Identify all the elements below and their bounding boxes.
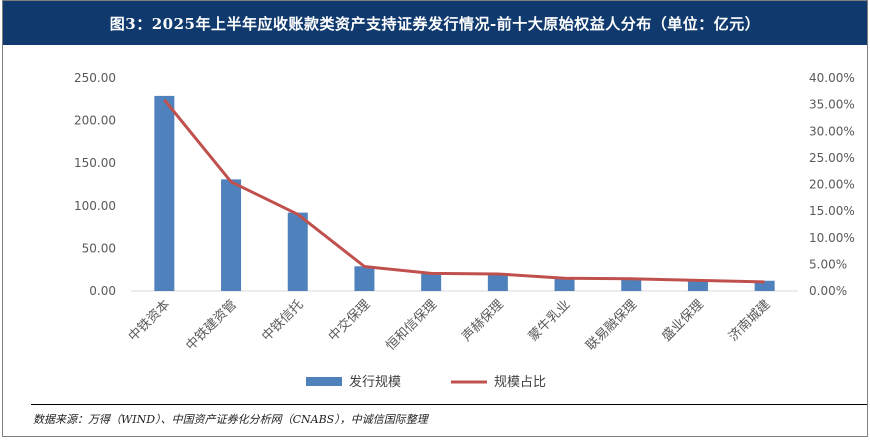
legend-label-bar: 发行规模 xyxy=(349,374,401,390)
y-right-tick-label: 25.00% xyxy=(809,151,855,165)
y-left-tick-label: 0.00 xyxy=(89,284,116,298)
x-tick-label: 中铁资本 xyxy=(126,297,173,344)
bar xyxy=(621,278,642,291)
x-tick-label: 中铁建资管 xyxy=(183,297,240,354)
y-right-tick-label: 40.00% xyxy=(809,71,855,85)
source-note: 数据来源：万得（WIND）、中国资产证券化分析网（CNABS），中诚信国际整理 xyxy=(33,413,428,426)
bar xyxy=(421,273,442,291)
y-right-tick-label: 20.00% xyxy=(809,178,855,192)
combo-chart: 0.00 50.00 100.00 150.00 200.00 250.00 0.00% 5.… xyxy=(74,71,855,390)
y-right-tick-label: 10.00% xyxy=(809,231,855,245)
y-left-tick-label: 200.00 xyxy=(74,114,116,128)
source-divider xyxy=(31,404,867,405)
x-tick-label: 恒和信保理 xyxy=(383,297,440,354)
bar xyxy=(354,266,375,291)
bar xyxy=(754,280,775,291)
x-tick-label: 济南城建 xyxy=(725,297,773,345)
legend-swatch-bar xyxy=(306,377,342,386)
y-right-tick-label: 30.00% xyxy=(809,124,855,138)
x-tick-label: 盛业保理 xyxy=(659,297,706,344)
x-tick-label: 中交保理 xyxy=(325,297,373,345)
y-right-tick-label: 35.00% xyxy=(809,98,855,112)
y-right-tick-label: 15.00% xyxy=(809,204,855,218)
bar xyxy=(221,179,242,291)
x-tick-label: 联易融保理 xyxy=(583,297,640,354)
y-left-tick-label: 100.00 xyxy=(74,199,116,213)
chart-title: 图3：2025年上半年应收账款类资产支持证券发行情况-前十大原始权益人分布（单位… xyxy=(3,1,867,45)
bar xyxy=(154,95,175,291)
x-tick-label: 声赫保理 xyxy=(459,297,506,344)
y-left-tick-label: 250.00 xyxy=(74,71,116,85)
bar xyxy=(287,212,308,291)
bar xyxy=(554,278,575,291)
y-left-tick-label: 50.00 xyxy=(82,241,116,255)
bar xyxy=(487,273,508,291)
y-left-tick-label: 150.00 xyxy=(74,156,116,170)
x-tick-label: 蒙牛乳业 xyxy=(526,297,573,344)
legend-label-line: 规模占比 xyxy=(494,375,546,390)
x-tick-label: 中铁信托 xyxy=(259,297,306,344)
bar xyxy=(687,279,708,291)
y-right-tick-label: 5.00% xyxy=(809,257,847,271)
series-line-share xyxy=(163,98,765,284)
y-right-tick-label: 0.00% xyxy=(809,284,847,298)
